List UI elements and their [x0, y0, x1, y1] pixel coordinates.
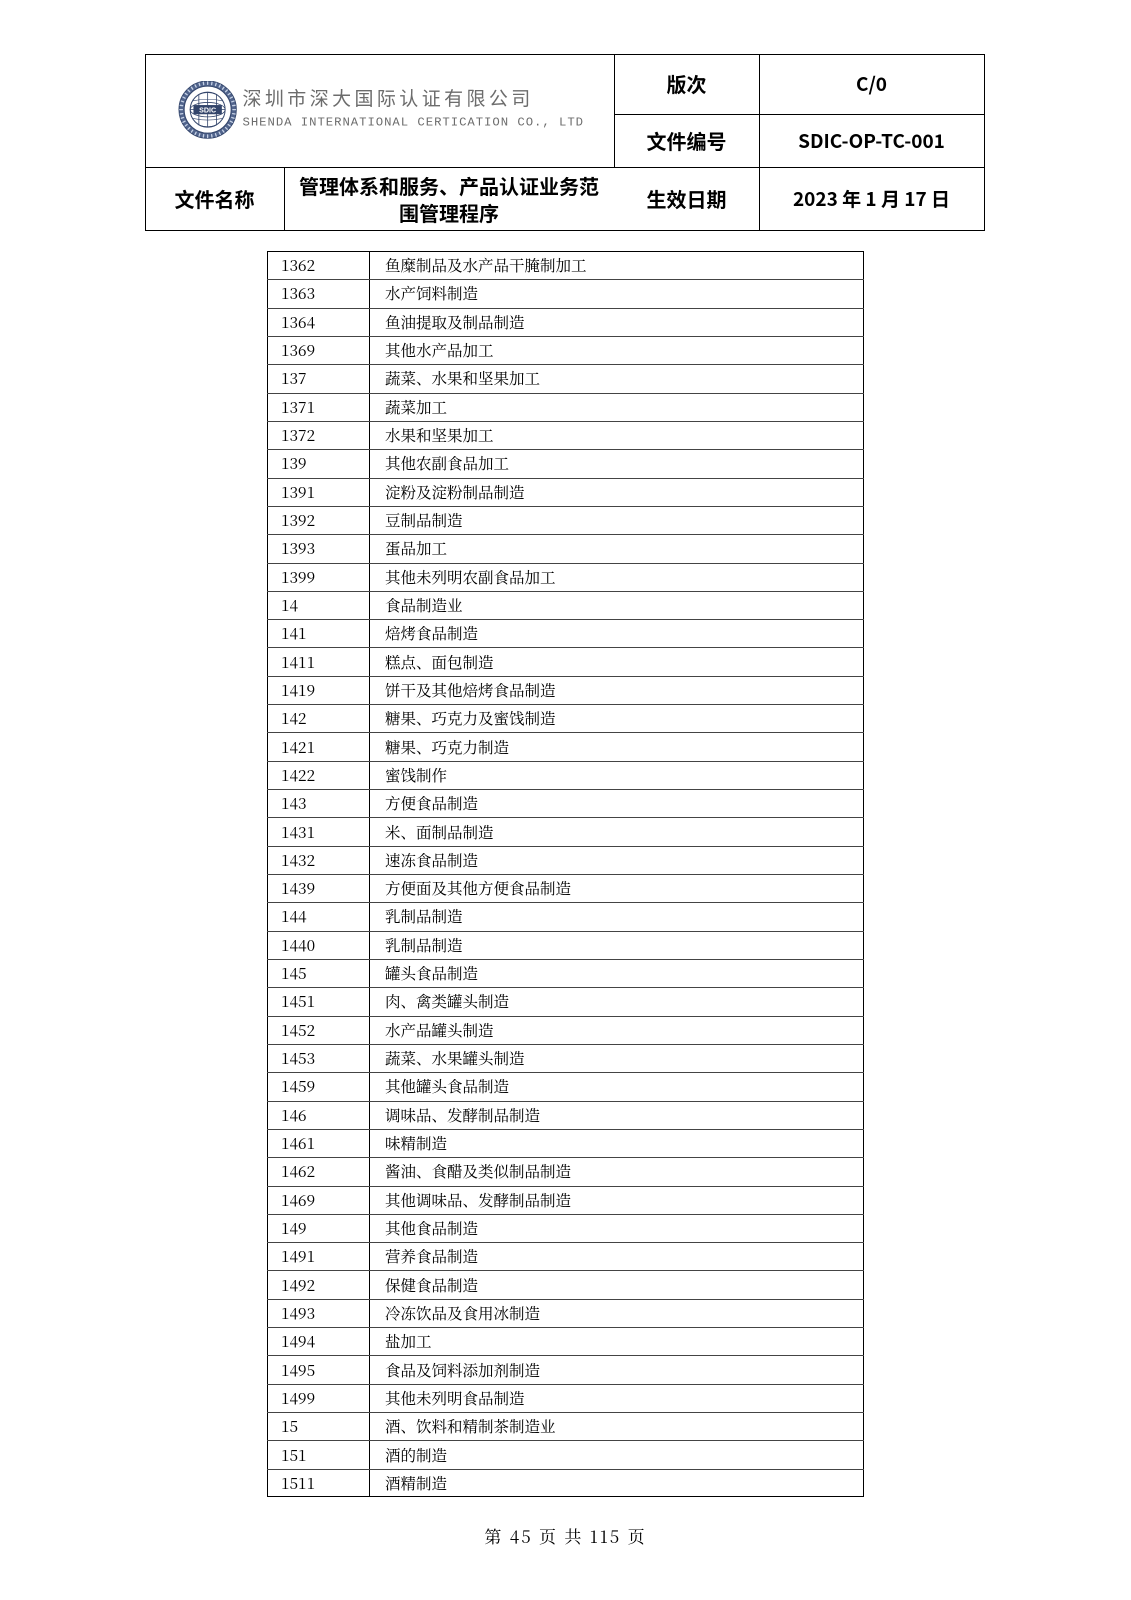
svg-text:深圳市深大国际认证有限公司: 深圳市深大国际认证有限公司: [243, 84, 534, 111]
svg-text:SDIC: SDIC: [199, 106, 216, 114]
svg-text:SHENDA INTERNATIONAL CERTICATI: SHENDA INTERNATIONAL CERTICATION CO., LT…: [243, 115, 585, 129]
